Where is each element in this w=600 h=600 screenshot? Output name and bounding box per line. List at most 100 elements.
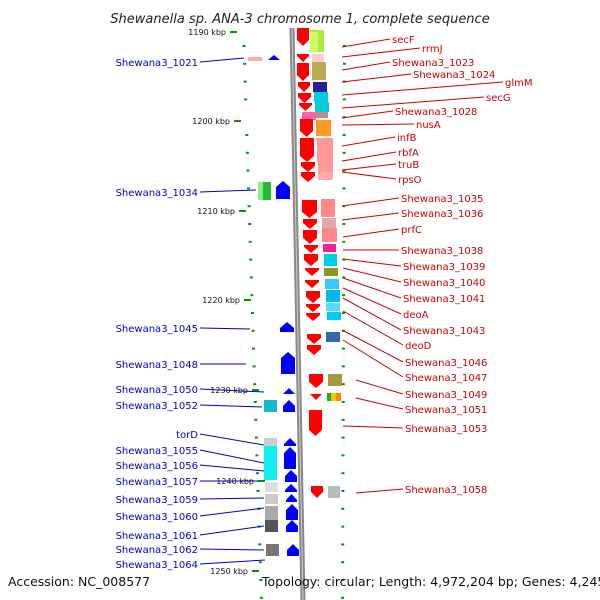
feature-block (326, 303, 340, 311)
gene-arrow-forward (285, 484, 297, 492)
minor-tick (251, 329, 255, 332)
gene-label-right: Shewana3_1035 (401, 194, 483, 205)
right-label-leader (341, 151, 397, 162)
feature-block (326, 332, 340, 342)
minor-tick (252, 347, 256, 350)
feature-block (265, 494, 278, 504)
left-label-leader (199, 327, 251, 330)
gene-label-right: Shewana3_1046 (405, 358, 487, 369)
gene-label-left: Shewana3_1021 (116, 58, 198, 69)
right-label-leader (341, 123, 415, 126)
feature-block (313, 82, 327, 92)
gene-label-right: deoD (405, 341, 432, 352)
gene-label-left: Shewana3_1052 (116, 401, 198, 412)
gene-label-right: Shewana3_1023 (392, 58, 474, 69)
minor-tick (253, 401, 257, 403)
minor-tick (245, 134, 249, 136)
gene-label-left: Shewana3_1062 (116, 545, 198, 556)
gene-arrow-reverse (307, 334, 321, 344)
feature-block (331, 393, 336, 401)
minor-tick (341, 543, 345, 546)
kbp-label: 1190 kbp (188, 28, 226, 37)
feature-block (327, 312, 341, 320)
gene-label-right: secF (392, 35, 415, 46)
minor-tick (342, 240, 346, 243)
gene-arrow-reverse (297, 28, 309, 46)
gene-arrow-forward (281, 352, 295, 374)
minor-tick (248, 240, 252, 243)
gene-arrow-forward (287, 544, 299, 556)
gene-arrow-reverse (299, 103, 312, 111)
minor-tick (342, 223, 346, 225)
gene-arrow-reverse (298, 82, 310, 92)
feature-block (336, 393, 341, 401)
minor-tick (250, 312, 254, 314)
gene-arrow-reverse (298, 93, 311, 103)
gene-arrow-reverse (306, 304, 320, 312)
minor-tick (255, 454, 259, 457)
topology-summary: Topology: circular; Length: 4,972,204 bp… (262, 574, 600, 589)
gene-label-left: Shewana3_1045 (116, 324, 198, 335)
left-label-leader (199, 449, 265, 464)
minor-tick (341, 507, 345, 510)
right-label-leader (341, 329, 404, 363)
minor-tick (341, 365, 345, 368)
minor-tick (254, 436, 258, 439)
gene-label-right: Shewana3_1058 (405, 485, 487, 496)
gene-label-left: Shewana3_1061 (116, 531, 198, 542)
minor-tick (342, 169, 346, 172)
right-label-leader (341, 96, 485, 109)
feature-block (258, 182, 263, 200)
gene-label-right: Shewana3_1036 (401, 209, 483, 220)
minor-tick (245, 151, 249, 154)
left-label-leader (199, 548, 265, 551)
gene-arrow-forward (284, 447, 296, 469)
minor-tick (256, 490, 260, 492)
gene-arrow-forward (286, 504, 298, 520)
gene-label-right: prfC (401, 225, 422, 236)
gene-arrow-reverse (302, 200, 317, 218)
feature-block (322, 218, 336, 228)
left-label-leader (199, 497, 265, 500)
right-label-leader (342, 267, 402, 283)
minor-tick (341, 454, 345, 457)
gene-label-right: Shewana3_1043 (403, 326, 485, 337)
minor-tick (246, 169, 250, 172)
left-label-leader (199, 464, 265, 472)
minor-tick (253, 383, 257, 386)
gene-arrow-forward (280, 322, 294, 332)
gene-label-right: Shewana3_1053 (405, 424, 487, 435)
feature-block (316, 112, 328, 118)
gene-arrow-forward (276, 181, 290, 199)
left-label-leader (199, 559, 266, 565)
minor-tick (255, 472, 259, 475)
minor-tick (242, 45, 246, 47)
gene-arrow-reverse (305, 268, 319, 276)
gene-arrow-reverse (306, 291, 320, 303)
right-label-leader (355, 488, 404, 494)
minor-tick (247, 187, 251, 190)
gene-label-left: torD (176, 430, 198, 441)
right-label-leader (341, 212, 400, 221)
gene-label-left: Shewana3_1056 (116, 461, 198, 472)
feature-block (265, 506, 278, 520)
right-label-leader (355, 397, 404, 410)
feature-block (325, 279, 339, 289)
minor-tick (341, 579, 345, 581)
gene-arrow-reverse (303, 230, 317, 244)
left-label-leader (199, 525, 265, 536)
left-label-leader (199, 189, 257, 193)
right-label-leader (341, 136, 396, 147)
feature-block (312, 54, 324, 62)
left-label-leader (199, 433, 265, 446)
feature-block (318, 162, 333, 172)
minor-tick (259, 596, 263, 599)
minor-tick (259, 579, 263, 581)
minor-tick (254, 418, 258, 421)
gene-arrow-forward (285, 470, 297, 482)
gene-label-right: secG (486, 93, 511, 104)
right-label-leader (342, 277, 402, 299)
minor-tick (342, 134, 346, 136)
gene-arrow-forward (286, 520, 298, 532)
